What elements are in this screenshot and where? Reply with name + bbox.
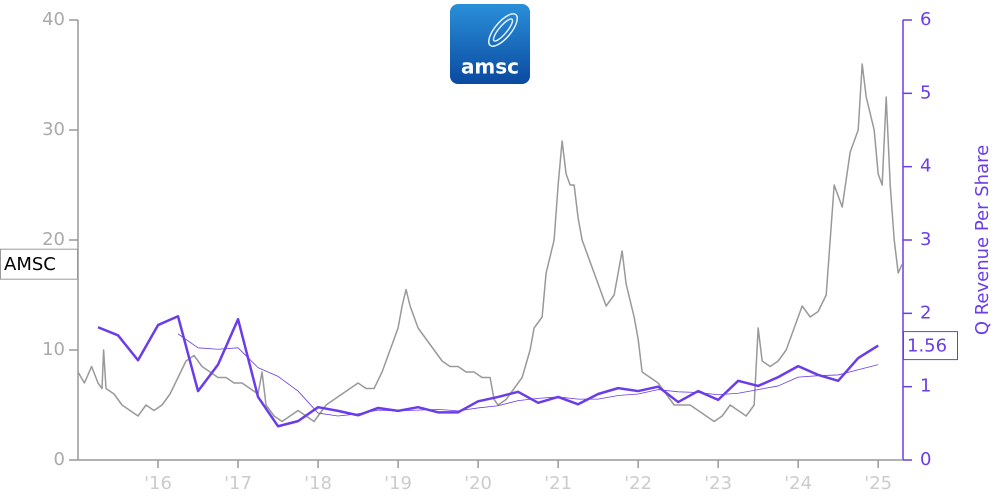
y2-axis-title: Q Revenue Per Share	[972, 145, 993, 335]
logo-background	[450, 4, 530, 84]
y2-tick-label: 6	[920, 9, 931, 30]
y-tick-label: 0	[54, 449, 65, 470]
y2-tick-label: 4	[920, 156, 931, 177]
y-tick-label: 40	[42, 9, 65, 30]
x-tick-label: '25	[864, 473, 892, 494]
x-tick-label: '16	[144, 473, 172, 494]
series-line	[97, 315, 879, 428]
y-tick-label: 30	[42, 119, 65, 140]
value-label-box	[903, 331, 958, 361]
x-tick-label: '23	[704, 473, 732, 494]
y2-tick-label: 0	[920, 449, 931, 470]
y-tick-label: 20	[42, 229, 65, 250]
series-line	[177, 333, 879, 417]
price-label: AMSC	[4, 254, 56, 275]
x-tick-label: '18	[304, 473, 332, 494]
y2-tick-label: 2	[920, 302, 931, 323]
y-tick-label: 10	[42, 339, 65, 360]
x-tick-label: '20	[464, 473, 492, 494]
x-tick-label: '17	[224, 473, 252, 494]
x-tick-label: '19	[384, 473, 412, 494]
x-tick-label: '21	[544, 473, 572, 494]
x-tick-label: '22	[624, 473, 652, 494]
logo: amsc	[450, 4, 530, 84]
value-label: 1.56	[907, 336, 947, 357]
x-tick-label: '24	[784, 473, 812, 494]
price-label-box	[0, 248, 78, 280]
logo-swirl	[488, 13, 518, 47]
series-line	[77, 63, 903, 423]
y2-tick-label: 5	[920, 82, 931, 103]
y2-tick-label: 3	[920, 229, 931, 250]
y2-tick-label: 1	[920, 376, 931, 397]
logo-text: amsc	[461, 55, 519, 79]
